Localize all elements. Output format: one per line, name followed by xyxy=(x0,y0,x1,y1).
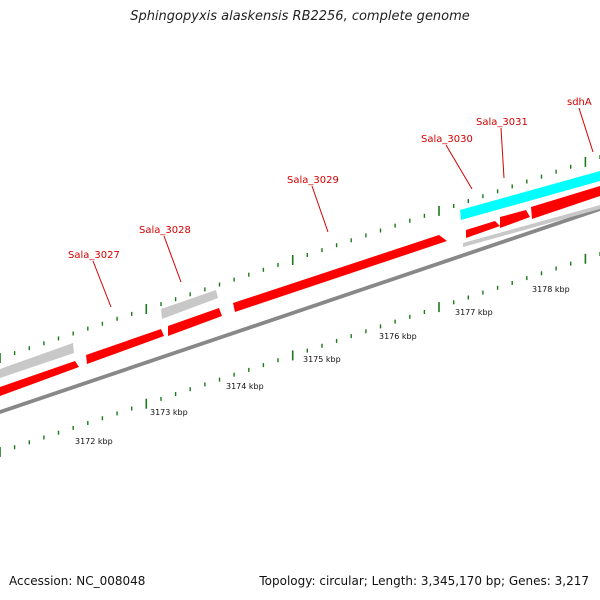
gene-block-red-2[interactable] xyxy=(86,329,164,364)
scale-labels: 3172 kbp 3173 kbp 3174 kbp 3175 kbp 3176… xyxy=(75,285,570,446)
gene-block-red-3[interactable] xyxy=(168,308,222,336)
gene-label-sala-3027[interactable]: Sala_3027 xyxy=(68,250,120,261)
scale-label: 3173 kbp xyxy=(150,408,188,417)
upper-tick-track xyxy=(0,155,600,363)
gene-block-cyan[interactable] xyxy=(460,171,600,220)
label-leader xyxy=(445,144,473,190)
gene-label-sdha[interactable]: sdhA xyxy=(567,97,592,108)
gene-label-sala-3028[interactable]: Sala_3028 xyxy=(139,225,191,236)
backbone-line xyxy=(0,207,600,414)
genome-meta-text: Topology: circular; Length: 3,345,170 bp… xyxy=(259,574,589,588)
gene-strip-grey xyxy=(463,205,600,247)
scale-label: 3176 kbp xyxy=(379,332,417,341)
gene-labels: Sala_3027 Sala_3028 Sala_3029 Sala_3030 … xyxy=(68,97,594,308)
scale-label: 3174 kbp xyxy=(226,382,264,391)
gene-block-red-4[interactable] xyxy=(233,235,447,312)
gene-block-red-5[interactable] xyxy=(466,221,500,238)
scale-label: 3177 kbp xyxy=(455,308,493,317)
label-leader xyxy=(311,185,329,233)
lower-tick-track xyxy=(0,252,600,457)
gene-block-red-6[interactable] xyxy=(500,210,530,228)
label-leader xyxy=(500,127,505,179)
accession-text: Accession: NC_008048 xyxy=(9,574,146,588)
gene-block-grey-2[interactable] xyxy=(161,290,218,319)
label-leader xyxy=(578,107,594,153)
scale-label: 3178 kbp xyxy=(532,285,570,294)
scale-label: 3175 kbp xyxy=(303,355,341,364)
gene-block-grey-1[interactable] xyxy=(0,343,74,378)
scale-label: 3172 kbp xyxy=(75,437,113,446)
gene-block-red-7[interactable] xyxy=(531,186,600,219)
gene-label-sala-3030[interactable]: Sala_3030 xyxy=(421,134,473,145)
gene-block-red-1[interactable] xyxy=(0,361,79,396)
gene-label-sala-3029[interactable]: Sala_3029 xyxy=(287,175,339,186)
gene-label-sala-3031[interactable]: Sala_3031 xyxy=(476,117,528,128)
label-leader xyxy=(92,260,112,308)
feature-track xyxy=(0,171,600,414)
genome-title: Sphingopyxis alaskensis RB2256, complete… xyxy=(130,9,470,24)
label-leader xyxy=(163,235,182,283)
